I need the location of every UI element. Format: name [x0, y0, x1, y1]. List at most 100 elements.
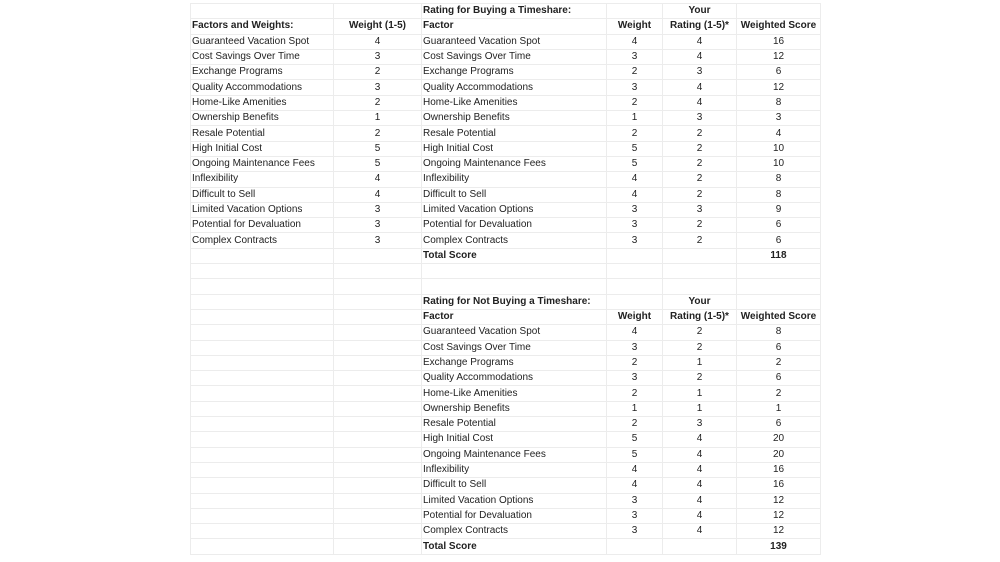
cell[interactable]: 3 — [662, 110, 737, 127]
cell[interactable]: 4 — [662, 461, 737, 479]
cell[interactable]: 8 — [736, 186, 821, 203]
cell[interactable]: Complex Contracts — [421, 232, 607, 249]
cell[interactable]: High Initial Cost — [421, 431, 607, 448]
cell[interactable] — [736, 278, 821, 295]
cell[interactable]: 4 — [333, 186, 422, 203]
cell[interactable]: Home-Like Amenities — [421, 94, 607, 112]
cell[interactable]: 4 — [662, 33, 737, 50]
cell[interactable]: 1 — [333, 110, 422, 127]
cell[interactable] — [190, 477, 334, 494]
cell[interactable] — [333, 523, 422, 540]
cell[interactable]: 1 — [662, 400, 737, 418]
cell[interactable] — [333, 247, 422, 265]
cell[interactable] — [190, 354, 334, 372]
cell[interactable]: Potential for Devaluation — [190, 217, 334, 234]
cell[interactable] — [606, 263, 663, 280]
cell[interactable]: Guaranteed Vacation Spot — [190, 33, 334, 50]
cell[interactable]: 2 — [662, 155, 737, 173]
cell[interactable] — [190, 431, 334, 448]
cell[interactable]: Your — [662, 2, 737, 20]
cell[interactable] — [606, 247, 663, 265]
cell[interactable]: Resale Potential — [190, 125, 334, 142]
cell[interactable]: 2 — [606, 94, 663, 112]
cell[interactable]: 3 — [333, 232, 422, 249]
cell[interactable]: 3 — [606, 523, 663, 540]
cell[interactable]: 5 — [606, 155, 663, 173]
cell[interactable]: Guaranteed Vacation Spot — [421, 324, 607, 341]
cell[interactable]: 2 — [606, 64, 663, 81]
cell[interactable]: Weight — [606, 18, 663, 35]
cell[interactable]: 2 — [662, 217, 737, 234]
cell[interactable]: Resale Potential — [421, 416, 607, 433]
cell[interactable]: Quality Accommodations — [190, 79, 334, 96]
cell[interactable] — [333, 477, 422, 494]
cell[interactable] — [333, 431, 422, 448]
cell[interactable] — [190, 308, 334, 326]
cell[interactable]: 4 — [606, 324, 663, 341]
cell[interactable] — [736, 2, 821, 20]
cell[interactable]: 1 — [662, 354, 737, 372]
cell[interactable]: 12 — [736, 523, 821, 540]
cell[interactable]: Limited Vacation Options — [421, 201, 607, 219]
cell[interactable] — [333, 400, 422, 418]
cell[interactable]: 2 — [662, 324, 737, 341]
cell[interactable]: Complex Contracts — [421, 523, 607, 540]
cell[interactable] — [190, 385, 334, 402]
cell[interactable]: High Initial Cost — [190, 140, 334, 157]
cell[interactable] — [421, 263, 607, 280]
cell[interactable]: Difficult to Sell — [190, 186, 334, 203]
cell[interactable]: Inflexibility — [421, 171, 607, 188]
cell[interactable]: 3 — [606, 79, 663, 96]
cell[interactable] — [190, 400, 334, 418]
cell[interactable]: 2 — [662, 339, 737, 356]
cell[interactable]: Difficult to Sell — [421, 186, 607, 203]
cell[interactable]: Cost Savings Over Time — [421, 339, 607, 356]
cell[interactable]: 5 — [606, 446, 663, 463]
cell[interactable]: Weight (1-5) — [333, 18, 422, 35]
cell[interactable]: 4 — [662, 492, 737, 509]
cell[interactable]: 4 — [606, 461, 663, 479]
cell[interactable]: Inflexibility — [190, 171, 334, 188]
cell[interactable]: 5 — [606, 140, 663, 157]
cell[interactable]: 2 — [606, 416, 663, 433]
cell[interactable] — [333, 339, 422, 356]
cell[interactable] — [333, 507, 422, 525]
cell[interactable] — [190, 339, 334, 356]
cell[interactable]: 20 — [736, 431, 821, 448]
cell[interactable]: 2 — [333, 94, 422, 112]
cell[interactable]: 4 — [333, 33, 422, 50]
cell[interactable]: 6 — [736, 370, 821, 387]
cell[interactable]: Quality Accommodations — [421, 370, 607, 387]
cell[interactable]: 6 — [736, 217, 821, 234]
cell[interactable]: 2 — [333, 64, 422, 81]
cell[interactable]: 2 — [662, 171, 737, 188]
cell[interactable]: 3 — [606, 492, 663, 509]
cell[interactable]: 5 — [333, 140, 422, 157]
cell[interactable]: 2 — [736, 385, 821, 402]
cell[interactable]: 6 — [736, 416, 821, 433]
cell[interactable] — [333, 385, 422, 402]
cell[interactable]: 3 — [606, 232, 663, 249]
cell[interactable]: Cost Savings Over Time — [190, 48, 334, 66]
cell[interactable]: Ongoing Maintenance Fees — [190, 155, 334, 173]
cell[interactable]: Potential for Devaluation — [421, 507, 607, 525]
cell[interactable]: 6 — [736, 339, 821, 356]
cell[interactable]: 2 — [606, 385, 663, 402]
cell[interactable]: Home-Like Amenities — [421, 385, 607, 402]
cell[interactable]: 4 — [662, 507, 737, 525]
cell[interactable]: 2 — [606, 125, 663, 142]
cell[interactable]: 6 — [736, 64, 821, 81]
cell[interactable] — [662, 538, 737, 555]
cell[interactable] — [333, 324, 422, 341]
cell[interactable]: 2 — [662, 125, 737, 142]
cell[interactable]: Ongoing Maintenance Fees — [421, 155, 607, 173]
cell[interactable] — [190, 370, 334, 387]
cell[interactable]: Rating for Not Buying a Timeshare: — [421, 293, 607, 310]
cell[interactable]: 4 — [662, 446, 737, 463]
cell[interactable] — [190, 247, 334, 265]
cell[interactable] — [333, 2, 422, 20]
cell[interactable]: Inflexibility — [421, 461, 607, 479]
cell[interactable]: Exchange Programs — [421, 354, 607, 372]
cell[interactable]: 3 — [606, 201, 663, 219]
cell[interactable]: Weight — [606, 308, 663, 326]
